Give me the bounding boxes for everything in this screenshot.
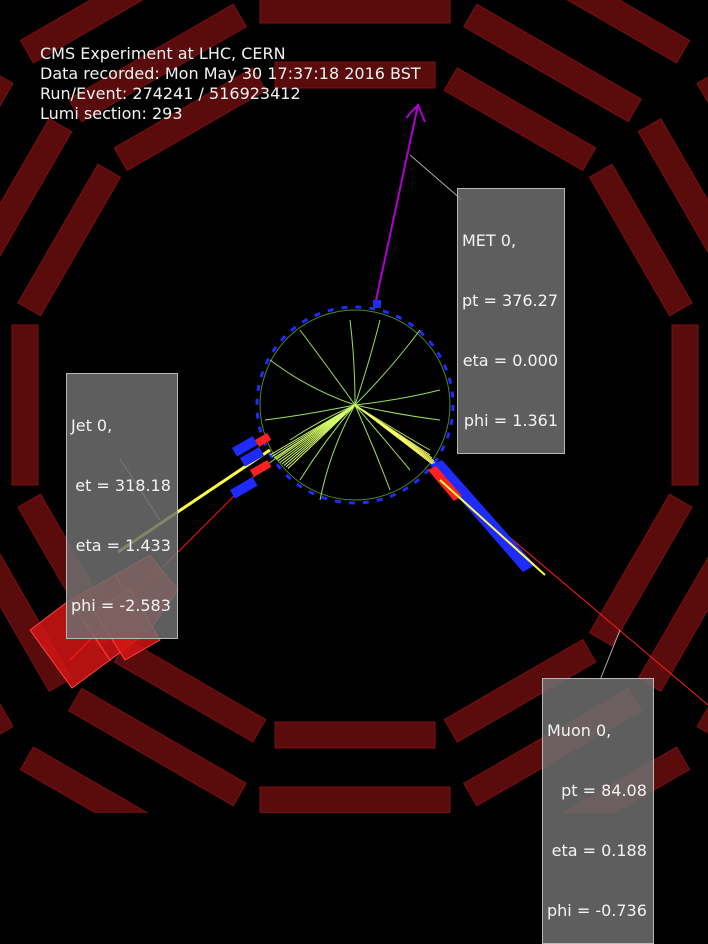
track bbox=[349, 319, 356, 406]
experiment-title: CMS Experiment at LHC, CERN bbox=[40, 44, 286, 63]
muon-chamber bbox=[463, 3, 642, 123]
muon-track bbox=[354, 404, 441, 471]
met-arrow bbox=[374, 104, 419, 306]
muon-chamber-bar bbox=[11, 324, 39, 486]
met-label-phi: phi = 1.361 bbox=[463, 411, 558, 430]
track bbox=[354, 389, 441, 406]
muon-chamber-bar bbox=[588, 493, 693, 647]
track bbox=[264, 404, 356, 421]
met-label-title: MET 0, bbox=[462, 231, 517, 250]
muon-chamber bbox=[0, 69, 14, 271]
muon-chamber bbox=[259, 0, 451, 24]
muon-chamber-bar bbox=[68, 3, 247, 123]
event-header: CMS Experiment at LHC, CERN Data recorde… bbox=[40, 44, 421, 124]
muon-chamber-bar bbox=[259, 786, 451, 813]
calo-deposit bbox=[240, 447, 265, 467]
track bbox=[319, 404, 356, 501]
muon-label-phi: phi = -0.736 bbox=[547, 901, 647, 920]
muon-label-connector bbox=[599, 629, 621, 681]
jet-label: Jet 0, et = 318.18 eta = 1.433 phi = -2.… bbox=[66, 373, 178, 639]
met-label: MET 0, pt = 376.27 eta = 0.000 phi = 1.3… bbox=[457, 188, 565, 454]
track bbox=[269, 359, 356, 406]
track bbox=[354, 319, 381, 406]
muon-axis bbox=[439, 479, 546, 576]
jet-label-eta: eta = 1.433 bbox=[75, 536, 171, 555]
calo-deposit bbox=[255, 433, 272, 447]
muon-chamber bbox=[274, 721, 436, 749]
muon-chamber bbox=[489, 0, 691, 64]
met-label-connector bbox=[409, 154, 463, 201]
muon-label: Muon 0, pt = 84.08 eta = 0.188 phi = -0.… bbox=[542, 678, 654, 944]
track bbox=[354, 329, 421, 406]
muon-chamber bbox=[113, 67, 267, 172]
muon-chamber bbox=[19, 746, 221, 813]
muon-chamber-bar bbox=[274, 61, 436, 89]
muon-chamber bbox=[443, 638, 597, 743]
jet-label-phi: phi = -2.583 bbox=[71, 596, 171, 615]
muon-chamber-bar bbox=[588, 163, 693, 317]
tracker bbox=[255, 305, 455, 505]
muon-chamber bbox=[443, 67, 597, 172]
track bbox=[354, 404, 441, 421]
muon-chamber-bar bbox=[19, 746, 221, 813]
muon-chamber-bar bbox=[0, 118, 73, 297]
muon-chamber-bar bbox=[443, 67, 597, 172]
muon-chamber-bar bbox=[463, 3, 642, 123]
jet-label-title: Jet 0, bbox=[71, 416, 113, 435]
muon-chamber-bar bbox=[637, 118, 708, 297]
jet-track bbox=[287, 404, 356, 469]
muon-chamber-bar bbox=[0, 539, 14, 741]
muon-chamber-bar bbox=[113, 67, 267, 172]
muon-chamber-bar bbox=[0, 69, 14, 271]
met-label-pt: pt = 376.27 bbox=[462, 291, 558, 310]
muon-chamber bbox=[19, 0, 221, 64]
muon-chamber-bar bbox=[259, 0, 451, 24]
calo-deposit bbox=[232, 435, 258, 457]
muon-hcal-deposit bbox=[430, 460, 535, 572]
met-arrowhead bbox=[405, 103, 426, 123]
muon-chamber bbox=[17, 163, 122, 317]
muon-chamber-bar bbox=[274, 721, 436, 749]
muon-chamber-bar bbox=[68, 687, 247, 807]
data-recorded: Data recorded: Mon May 30 17:37:18 2016 … bbox=[40, 64, 421, 83]
muon-label-eta: eta = 0.188 bbox=[551, 841, 647, 860]
run-event: Run/Event: 274241 / 516923412 bbox=[40, 84, 301, 103]
calo-deposit bbox=[229, 476, 258, 499]
tracker-boundary bbox=[259, 309, 451, 501]
jet-label-et: et = 318.18 bbox=[75, 476, 171, 495]
muon-chamber bbox=[637, 118, 708, 297]
muon-chamber bbox=[68, 3, 247, 123]
muon-chamber bbox=[259, 786, 451, 813]
muon-label-pt: pt = 84.08 bbox=[561, 781, 647, 800]
muon-chamber-bar bbox=[17, 163, 122, 317]
muon-chamber bbox=[68, 687, 247, 807]
track bbox=[354, 404, 411, 471]
track bbox=[354, 404, 391, 491]
track bbox=[299, 404, 356, 481]
met-label-eta: eta = 0.000 bbox=[462, 351, 558, 370]
met-deposit bbox=[373, 300, 381, 308]
muon-chamber-bar bbox=[671, 324, 699, 486]
track bbox=[299, 329, 356, 406]
muon-chamber bbox=[588, 163, 693, 317]
muon-chamber bbox=[588, 493, 693, 647]
muon-chamber bbox=[11, 324, 39, 486]
muon-chamber bbox=[0, 539, 14, 741]
ecal-ring bbox=[255, 305, 455, 505]
muon-chamber-bar bbox=[19, 0, 221, 64]
muon-chamber bbox=[274, 61, 436, 89]
muon-chamber-bar bbox=[443, 638, 597, 743]
muon-label-title: Muon 0, bbox=[547, 721, 612, 740]
muon-chamber bbox=[0, 118, 73, 297]
calo-deposit bbox=[249, 460, 272, 477]
track bbox=[289, 404, 356, 441]
muon-chamber bbox=[671, 324, 699, 486]
lumi-section: Lumi section: 293 bbox=[40, 104, 183, 123]
muon-chamber-bar bbox=[489, 0, 691, 64]
